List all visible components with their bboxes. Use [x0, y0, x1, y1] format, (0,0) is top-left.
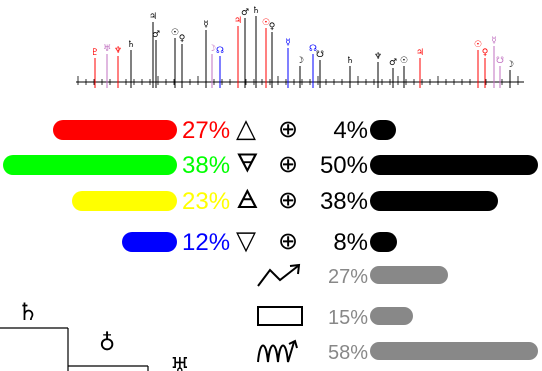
timeline-planet-icon: ☉ — [262, 18, 270, 28]
element-percent-air: 23% — [182, 188, 231, 215]
uranus-icon: ♅ — [170, 354, 190, 371]
modality-cardinal-icon — [256, 262, 306, 292]
quadrant-q2-icon: ⊕ — [278, 150, 299, 178]
element-percent-fire: 27% — [182, 117, 231, 144]
quadrant-percent-q1: 4% — [333, 117, 368, 144]
timeline-planet-icon: ☿ — [285, 38, 291, 48]
modality-fixed-icon — [256, 303, 306, 333]
element-fire-icon: △ — [236, 114, 256, 144]
quadrant-q1-icon: ⊕ — [278, 115, 299, 143]
quadrant-q3-icon: ⊕ — [278, 186, 299, 214]
timeline-planet-icon: ☿ — [203, 20, 209, 30]
timeline-planet-icon: ☉ — [400, 56, 408, 66]
timeline-planet-icon: ☋ — [496, 56, 504, 66]
timeline-planet-icon: ☉ — [171, 28, 179, 38]
timeline-planet-icon: ♂ — [152, 30, 160, 40]
modality-bar-cardinal — [370, 266, 448, 284]
timeline-planet-icon: ♃ — [149, 12, 157, 22]
timeline-planet-icon: ♆ — [374, 52, 382, 62]
saturn-icon: ♄ — [17, 298, 39, 326]
timeline-planet-icon: ♂ — [389, 58, 397, 68]
element-bar-earth — [3, 155, 177, 175]
timeline-planet-icon: ☿ — [491, 36, 497, 46]
timeline-planet-icon: ♅ — [103, 44, 111, 54]
timeline-planet-icon: ☋ — [316, 50, 324, 60]
quadrant-percent-q2: 50% — [319, 152, 368, 179]
modality-bar-fixed — [370, 307, 413, 325]
timeline-planet-icon: ☽ — [296, 56, 304, 66]
element-air-icon: 🜁 — [236, 185, 259, 215]
timeline-planet-icon: ♀ — [269, 22, 276, 32]
element-bar-water — [122, 232, 177, 252]
modality-mutable-icon — [256, 338, 306, 368]
modality-percent-mutable: 58% — [327, 342, 368, 364]
element-bar-air — [72, 191, 177, 211]
earth-icon: ♁ — [99, 331, 116, 356]
quadrant-percent-q3: 38% — [319, 188, 368, 215]
quadrant-bar-q1 — [370, 120, 396, 140]
planet-timeline: ♇ ♅ ♆♄♃♂ ☉♀☿☽ ☊♃♂ ♄☉♀☿☽☊☋♄ ♆♂ ☉♃☉♀☿☋ ☽ — [76, 6, 524, 88]
timeline-planet-icon: ♂ — [241, 8, 249, 18]
element-bar-fire — [53, 120, 177, 140]
modality-percent-cardinal: 27% — [327, 266, 368, 288]
element-water-icon: ▽ — [236, 226, 256, 256]
timeline-planet-icon: ☊ — [309, 44, 317, 54]
quadrant-bar-q3 — [370, 191, 498, 211]
timeline-planet-icon: ☊ — [216, 46, 224, 56]
house-chart-fragment — [0, 327, 149, 371]
timeline-planet-icon: ♇ — [91, 48, 99, 58]
quadrant-q4-icon: ⊕ — [278, 227, 299, 255]
timeline-planet-icon: ♄ — [127, 40, 135, 50]
quadrant-bar-q2 — [370, 155, 538, 175]
timeline-planet-icon: ♆ — [114, 46, 122, 56]
timeline-planet-icon: ☽ — [506, 60, 514, 70]
timeline-planet-icon: ♄ — [252, 6, 260, 16]
element-percent-earth: 38% — [182, 152, 231, 179]
modality-percent-fixed: 15% — [327, 307, 368, 329]
timeline-planet-icon: ♃ — [234, 16, 242, 26]
modality-bar-mutable — [370, 342, 538, 360]
quadrant-bar-q4 — [370, 232, 397, 252]
element-earth-icon: 🜃 — [236, 149, 259, 179]
quadrant-percent-q4: 8% — [333, 229, 368, 256]
timeline-planet-icon: ☉ — [474, 40, 482, 50]
timeline-planet-icon: ☽ — [208, 44, 216, 54]
timeline-planet-icon: ♃ — [416, 48, 424, 58]
timeline-planet-icon: ♀ — [482, 48, 489, 58]
timeline-planet-icon: ♀ — [179, 34, 186, 44]
element-percent-water: 12% — [182, 229, 231, 256]
timeline-planet-icon: ♄ — [346, 56, 354, 66]
